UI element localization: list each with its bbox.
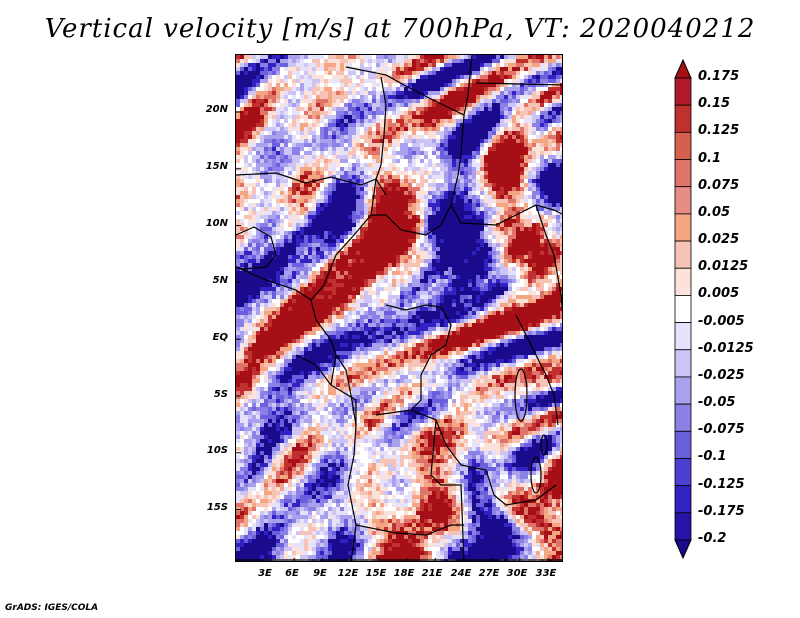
lat-label-15s: 15S xyxy=(206,502,228,513)
country-border xyxy=(475,82,562,86)
map-title: Vertical velocity [m/s] at 700hPa, VT: 2… xyxy=(44,14,756,44)
lon-label-33e: 33E xyxy=(535,568,557,579)
country-border xyxy=(335,354,357,561)
colorbar-bin xyxy=(674,213,692,242)
lon-label-9e: 9E xyxy=(313,568,327,579)
colorbar-bin xyxy=(674,295,692,323)
lat-label-5n: 5N xyxy=(212,275,228,286)
colorbar-top-arrow xyxy=(674,58,692,79)
colorbar-level-label: -0.05 xyxy=(698,395,736,411)
colorbar-level-label: -0.1 xyxy=(698,449,727,465)
colorbar-level-label: 0.1 xyxy=(698,150,722,166)
country-border xyxy=(535,204,562,312)
colorbar-bin xyxy=(674,430,692,459)
colorbar-bin xyxy=(674,104,692,133)
colorbar-level-label: 0.15 xyxy=(698,96,731,112)
velocity-field xyxy=(236,55,562,561)
country-border xyxy=(450,114,562,226)
lon-label-21e: 21E xyxy=(421,568,443,579)
lon-label-3e: 3E xyxy=(258,568,272,579)
lake-outline xyxy=(514,368,528,422)
colorbar-bin xyxy=(674,267,692,296)
colorbar-level-label: 0.0125 xyxy=(698,259,749,275)
colorbar-bin xyxy=(674,512,692,541)
country-border xyxy=(430,419,465,561)
lake-outline xyxy=(540,434,548,456)
country-border xyxy=(236,172,377,186)
colorbar xyxy=(674,58,692,560)
colorbar-level-label: -0.2 xyxy=(698,531,727,546)
country-border xyxy=(375,76,387,196)
colorbar-bin xyxy=(674,485,692,514)
colorbar-level-label: 0.05 xyxy=(698,204,731,220)
lat-label-10s: 10S xyxy=(206,445,228,456)
colorbar-bin xyxy=(674,376,692,405)
lon-label-30e: 30E xyxy=(506,568,528,579)
country-border xyxy=(345,55,473,116)
lon-label-24e: 24E xyxy=(450,568,472,579)
colorbar-level-label: 0.175 xyxy=(698,69,740,84)
lon-label-6e: 6E xyxy=(285,568,299,579)
lat-label-eq: EQ xyxy=(212,332,228,343)
colorbar-bin xyxy=(674,240,692,269)
colorbar-bin xyxy=(674,349,692,378)
country-border xyxy=(375,409,557,506)
colorbar-level-label: 0.125 xyxy=(698,123,740,139)
colorbar-level-label: -0.025 xyxy=(698,367,745,383)
lat-label-15n: 15N xyxy=(205,161,228,172)
colorbar-bin xyxy=(674,159,692,188)
colorbar-bin xyxy=(674,403,692,432)
vertical-velocity-map xyxy=(235,54,563,562)
velocity-cells xyxy=(236,55,562,561)
lat-label-10n: 10N xyxy=(205,218,228,229)
country-border xyxy=(310,178,377,301)
colorbar-bin xyxy=(674,458,692,487)
colorbar-level-label: -0.005 xyxy=(698,313,745,329)
colorbar-level-label: 0.075 xyxy=(698,177,740,193)
country-border xyxy=(515,314,559,426)
colorbar-bin xyxy=(674,131,692,160)
lat-label-20n: 20N xyxy=(205,104,228,115)
colorbar-level-label: -0.125 xyxy=(698,476,745,492)
lat-label-5s: 5S xyxy=(213,389,228,400)
country-border xyxy=(371,204,452,236)
country-border xyxy=(385,304,452,411)
lon-label-18e: 18E xyxy=(393,568,415,579)
country-border xyxy=(355,524,464,536)
country-border xyxy=(236,266,312,301)
grads-credit: GrADS: IGES/COLA xyxy=(5,603,99,613)
colorbar-level-label: -0.0125 xyxy=(698,340,754,356)
colorbar-level-label: -0.175 xyxy=(698,503,745,519)
lake-outline xyxy=(530,456,542,494)
country-border xyxy=(295,354,332,386)
colorbar-level-label: -0.075 xyxy=(698,422,745,438)
colorbar-level-label: 0.005 xyxy=(698,286,740,302)
country-border xyxy=(236,226,277,270)
lon-label-12e: 12E xyxy=(337,568,359,579)
colorbar-bottom-arrow xyxy=(674,539,692,560)
lon-label-15e: 15E xyxy=(365,568,387,579)
lon-label-27e: 27E xyxy=(478,568,500,579)
colorbar-level-label: 0.025 xyxy=(698,232,740,248)
colorbar-bin xyxy=(674,77,692,106)
colorbar-bin xyxy=(674,322,692,351)
colorbar-bin xyxy=(674,186,692,215)
